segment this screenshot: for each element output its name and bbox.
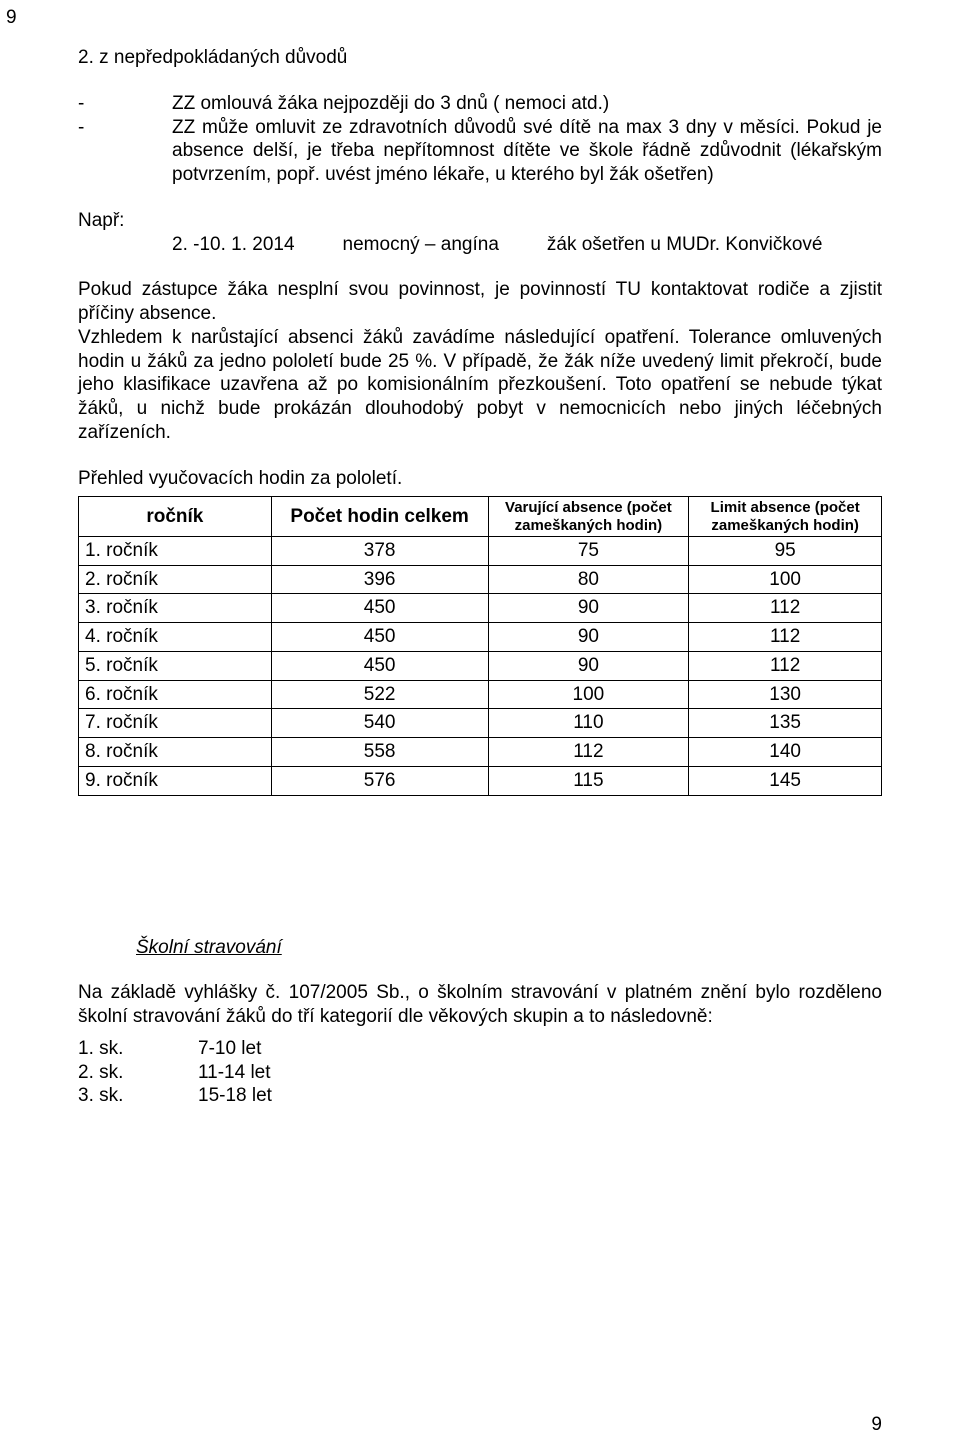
category-row: 1. sk.7-10 let: [78, 1037, 882, 1061]
col-header-hodin: Počet hodin celkem: [271, 497, 488, 537]
table-row: 5. ročník45090112: [79, 651, 882, 680]
table-cell: 145: [689, 766, 882, 795]
table-cell: 540: [271, 709, 488, 738]
table-cell: 140: [689, 738, 882, 767]
bullet-text: ZZ může omluvit ze zdravotních důvodů sv…: [172, 116, 882, 187]
table-row: 4. ročník45090112: [79, 623, 882, 652]
table-cell: 90: [488, 594, 689, 623]
col-header-varujici: Varující absence (počet zameškaných hodi…: [488, 497, 689, 537]
table-cell: 1. ročník: [79, 536, 272, 565]
table-cell: 396: [271, 565, 488, 594]
table-row: 3. ročník45090112: [79, 594, 882, 623]
table-cell: 115: [488, 766, 689, 795]
table-cell: 112: [689, 651, 882, 680]
table-cell: 135: [689, 709, 882, 738]
table-cell: 130: [689, 680, 882, 709]
table-cell: 558: [271, 738, 488, 767]
table-cell: 90: [488, 651, 689, 680]
bullet-row: - ZZ může omluvit ze zdravotních důvodů …: [78, 116, 882, 187]
table-header-row: ročník Počet hodin celkem Varující absen…: [79, 497, 882, 537]
category-range: 7-10 let: [198, 1037, 882, 1061]
table-cell: 112: [689, 594, 882, 623]
table-cell: 75: [488, 536, 689, 565]
absence-table: ročník Počet hodin celkem Varující absen…: [78, 496, 882, 795]
table-cell: 9. ročník: [79, 766, 272, 795]
bullet-row: - ZZ omlouvá žáka nejpozději do 3 dnů ( …: [78, 92, 882, 116]
page-number-top: 9: [6, 6, 17, 30]
table-cell: 450: [271, 651, 488, 680]
table-cell: 80: [488, 565, 689, 594]
table-cell: 90: [488, 623, 689, 652]
category-label: 2. sk.: [78, 1061, 198, 1085]
table-row: 8. ročník558112140: [79, 738, 882, 767]
category-range: 15-18 let: [198, 1084, 882, 1108]
section-2-title: 2. z nepředpokládaných důvodů: [78, 46, 882, 70]
table-cell: 110: [488, 709, 689, 738]
category-label: 3. sk.: [78, 1084, 198, 1108]
table-cell: 112: [689, 623, 882, 652]
table-cell: 6. ročník: [79, 680, 272, 709]
example-label: Např:: [78, 209, 882, 233]
table-row: 6. ročník522100130: [79, 680, 882, 709]
table-cell: 378: [271, 536, 488, 565]
table-cell: 100: [488, 680, 689, 709]
example-doctor: žák ošetřen u MUDr. Konvičkové: [547, 233, 823, 257]
example-date: 2. -10. 1. 2014: [172, 233, 295, 257]
table-cell: 112: [488, 738, 689, 767]
table-cell: 576: [271, 766, 488, 795]
bullet-text: ZZ omlouvá žáka nejpozději do 3 dnů ( ne…: [172, 92, 882, 116]
col-header-rocnik: ročník: [79, 497, 272, 537]
category-row: 2. sk.11-14 let: [78, 1061, 882, 1085]
para-overview: Přehled vyučovacích hodin za pololetí.: [78, 467, 882, 491]
table-cell: 2. ročník: [79, 565, 272, 594]
category-label: 1. sk.: [78, 1037, 198, 1061]
table-cell: 95: [689, 536, 882, 565]
table-cell: 8. ročník: [79, 738, 272, 767]
table-cell: 7. ročník: [79, 709, 272, 738]
table-row: 9. ročník576115145: [79, 766, 882, 795]
example-reason: nemocný – angína: [343, 233, 499, 257]
page-number-bottom: 9: [871, 1413, 882, 1437]
table-cell: 522: [271, 680, 488, 709]
para-duty: Pokud zástupce žáka nesplní svou povinno…: [78, 278, 882, 326]
table-cell: 4. ročník: [79, 623, 272, 652]
table-row: 2. ročník39680100: [79, 565, 882, 594]
category-row: 3. sk.15-18 let: [78, 1084, 882, 1108]
table-cell: 100: [689, 565, 882, 594]
catering-heading: Školní stravování: [136, 936, 882, 960]
table-row: 7. ročník540110135: [79, 709, 882, 738]
table-cell: 5. ročník: [79, 651, 272, 680]
col-header-limit: Limit absence (počet zameškaných hodin): [689, 497, 882, 537]
example-line: 2. -10. 1. 2014 nemocný – angína žák oše…: [78, 233, 882, 257]
table-cell: 450: [271, 594, 488, 623]
bullet-dash: -: [78, 116, 172, 187]
table-cell: 3. ročník: [79, 594, 272, 623]
category-range: 11-14 let: [198, 1061, 882, 1085]
para-tolerance: Vzhledem k narůstající absenci žáků zavá…: [78, 326, 882, 445]
bullet-dash: -: [78, 92, 172, 116]
table-cell: 450: [271, 623, 488, 652]
catering-intro: Na základě vyhlášky č. 107/2005 Sb., o š…: [78, 981, 882, 1029]
table-row: 1. ročník3787595: [79, 536, 882, 565]
